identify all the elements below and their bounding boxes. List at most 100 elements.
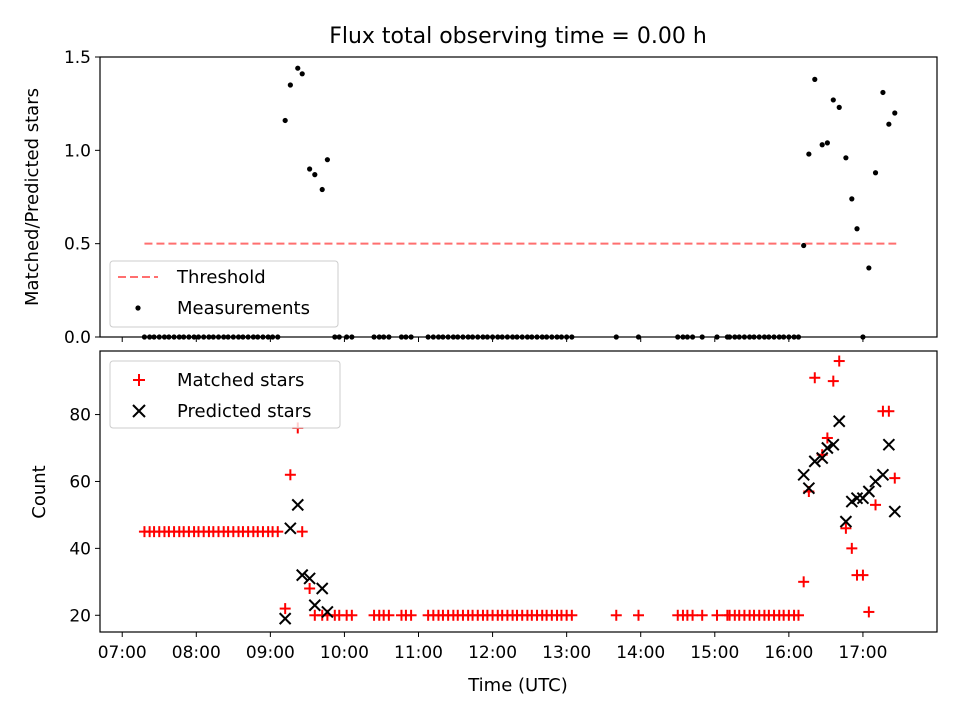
y-tick-label: 40 (69, 539, 91, 559)
y-tick-label: 0.0 (64, 328, 91, 348)
y-tick-label: 0.5 (64, 235, 91, 255)
predicted-stars-point (808, 455, 821, 468)
matched-stars-point (798, 576, 810, 588)
matched-stars-point (272, 526, 284, 538)
matched-stars-point (827, 375, 839, 387)
x-tick-label: 17:00 (838, 643, 887, 663)
axes-frame (99, 350, 938, 633)
predicted-stars-point (821, 441, 834, 455)
measurements-point (866, 265, 872, 271)
y-tick-label: 1.0 (64, 141, 91, 161)
measurements-point (880, 89, 886, 96)
predicted-stars-point (802, 481, 816, 495)
predicted-stars-point (278, 612, 292, 625)
measurements-point (801, 242, 807, 249)
y-tick-label: 80 (69, 406, 91, 426)
matched-stars-point (405, 609, 417, 621)
measurements-point (295, 65, 301, 71)
predicted-stars-point (291, 498, 304, 512)
measurements-point (830, 97, 836, 103)
matched-stars-point (883, 405, 895, 417)
matched-stars-point (809, 372, 821, 384)
matched-stars-point (610, 609, 622, 621)
measurements-point (287, 82, 293, 88)
predicted-stars-point (308, 599, 322, 612)
matched-stars-point (304, 583, 316, 595)
predicted-stars-point (839, 515, 853, 528)
bottom-axes: 07:00 08:00 09:00 10:00 11:00 12:00 13:00 14:00… (29, 350, 938, 696)
predicted-stars-point (797, 468, 810, 481)
matched-stars-point (833, 355, 845, 367)
axes-frame (99, 56, 938, 338)
measurements-point (806, 151, 812, 157)
top-plot-area: 0.0 0.5 1.0 1.5 (64, 48, 938, 348)
measurements-legend-marker (135, 305, 141, 311)
measurements-point (307, 166, 313, 172)
matched-stars-point (383, 609, 395, 621)
measurements-point (836, 104, 842, 110)
top-y-axis-label: Matched/Predicted stars (22, 88, 43, 306)
x-tick-label: 10:00 (320, 643, 369, 663)
measurements-point (886, 121, 892, 127)
matched-stars-point (792, 609, 804, 621)
x-tick-label: 12:00 (468, 643, 517, 663)
y-tick-label: 1.5 (64, 48, 91, 68)
matched-stars-point (870, 499, 882, 511)
measurements-point (812, 76, 818, 82)
measurements-point (299, 71, 305, 77)
x-tick-label: 15:00 (690, 643, 739, 663)
matched-stars-point (566, 609, 578, 621)
predicted-stars-point (827, 438, 840, 451)
measurements-point (872, 170, 879, 176)
matched-stars-point (284, 469, 296, 481)
predicted-stars-point (862, 485, 876, 498)
measurements-point (324, 157, 330, 163)
measurements-point (849, 196, 855, 202)
bottom-y-axis-label: Count (29, 465, 50, 518)
x-tick-label: 09:00 (246, 643, 295, 663)
matched-stars-point (857, 569, 869, 581)
matched-stars-point (846, 542, 858, 554)
x-tick-label: 13:00 (542, 643, 591, 663)
predicted-stars-point (284, 522, 297, 535)
predicted-stars-point (888, 505, 901, 518)
matched-stars-point (279, 603, 291, 615)
chart-title: Flux total observing time = 0.00 h (329, 24, 707, 49)
predicted-stars-point (321, 605, 334, 619)
bottom-legend-frame (109, 360, 341, 429)
matched-stars-point (296, 526, 308, 538)
predicted-stars-point (882, 438, 896, 451)
matched-stars-point (863, 606, 875, 618)
predicted-stars-point (303, 572, 316, 585)
y-tick-label: 20 (69, 606, 91, 626)
matched-stars-point (821, 432, 833, 444)
bottom-legend-label-matched: Matched stars (177, 370, 304, 391)
matched-stars-point (889, 472, 901, 484)
matched-stars-point (840, 522, 852, 534)
matched-stars-point (711, 609, 723, 621)
y-tick-label: 60 (69, 472, 91, 492)
bottom-x-axis-label: Time (UTC) (467, 675, 568, 696)
predicted-stars-point (296, 568, 309, 582)
predicted-stars-point (316, 582, 329, 595)
x-tick-label: 08:00 (172, 643, 221, 663)
measurements-point (319, 186, 325, 193)
measurements-point (824, 140, 830, 146)
predicted-stars-point (833, 415, 846, 428)
measurements-point (819, 142, 825, 148)
matched-stars-point (346, 609, 358, 621)
measurements-point (843, 155, 849, 161)
predicted-legend-marker (132, 404, 146, 418)
x-tick-label: 07:00 (98, 643, 147, 663)
top-legend: Threshold Measurements (109, 260, 339, 328)
top-legend-frame (109, 260, 339, 328)
bottom-legend: Matched stars Predicted stars (109, 360, 341, 429)
top-legend-label-measurements: Measurements (177, 298, 310, 319)
bottom-plot-area: 07:00 08:00 09:00 10:00 11:00 12:00 13:00 14:00… (69, 350, 938, 663)
matched-stars-point (687, 609, 699, 621)
measurements-point (854, 226, 860, 232)
bottom-legend-label-predicted: Predicted stars (177, 401, 311, 422)
top-axes: 0.0 0.5 1.0 1.5 Matched/Predicted stars Thr… (22, 48, 938, 348)
